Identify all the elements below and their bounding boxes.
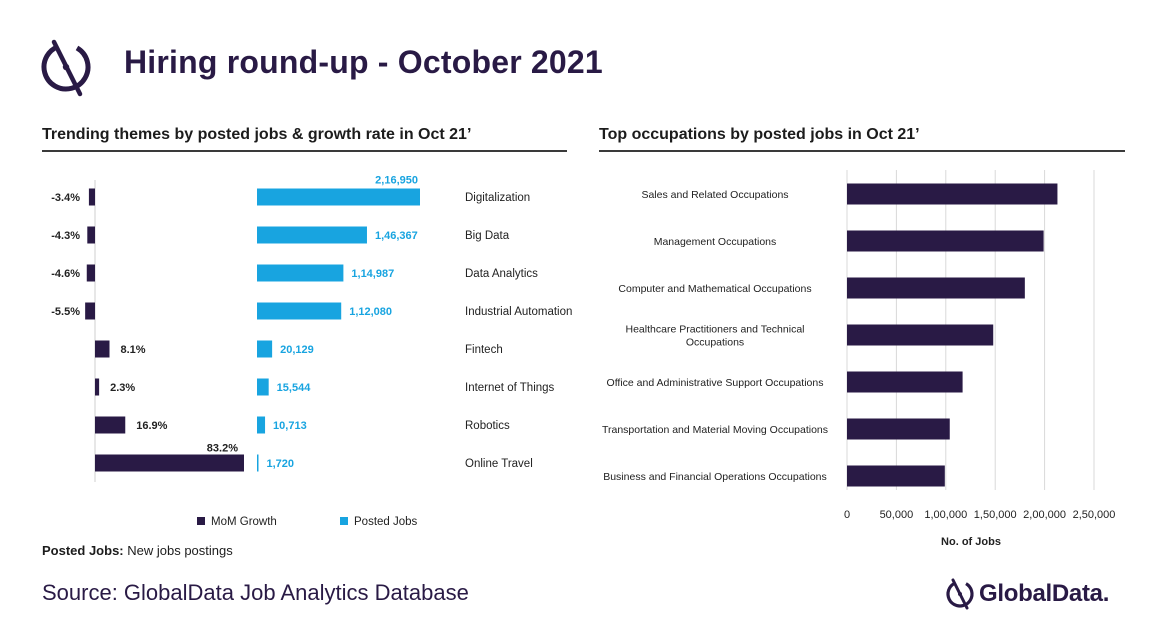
source-note: Source: GlobalData Job Analytics Databas… [42,580,469,605]
legend-mom-swatch [197,517,205,525]
posted-jobs-label: 1,720 [267,458,295,470]
theme-category-label: Digitalization [465,192,530,204]
mom-growth-label: 2.3% [110,382,135,394]
footnote-text: New jobs postings [123,543,233,558]
left-title-underline [42,150,567,152]
occupation-label: Transportation and Material Moving Occup… [602,424,828,436]
right-chart-title: Top occupations by posted jobs in Oct 21… [599,126,920,143]
mom-growth-bar [86,264,95,282]
mom-growth-label: -3.4% [51,192,80,204]
mom-growth-label: -4.6% [51,268,80,280]
mom-growth-bar [95,416,126,434]
mom-growth-bar [87,226,95,244]
posted-jobs-label: 2,16,950 [375,175,418,187]
posted-jobs-bar [257,302,342,320]
globaldata-brand-icon [946,578,974,610]
occupation-label: Office and Administrative Support Occupa… [607,377,824,389]
posted-jobs-bar [257,454,259,472]
mom-growth-label: -4.3% [51,230,80,242]
occupation-label: Computer and Mathematical Occupations [618,283,811,295]
theme-category-label: Fintech [465,344,503,356]
brand-name: GlobalData. [979,580,1110,607]
left-chart-title: Trending themes by posted jobs & growth … [42,126,472,143]
posted-jobs-label: 1,46,367 [375,230,418,242]
posted-jobs-footnote: Posted Jobs: New jobs postings [42,543,233,558]
mom-growth-label: 16.9% [136,420,167,432]
x-tick-label: 50,000 [880,509,914,521]
x-axis-title: No. of Jobs [941,536,1001,548]
posted-jobs-label: 10,713 [273,420,307,432]
mom-growth-bar [88,188,95,206]
posted-jobs-bar [257,188,420,206]
page-title: Hiring round-up - October 2021 [124,44,603,80]
occupation-label: Sales and Related Occupations [641,189,788,201]
mom-growth-bar [95,340,110,358]
posted-jobs-bar [257,264,344,282]
theme-category-label: Internet of Things [465,382,555,394]
posted-jobs-label: 20,129 [280,344,314,356]
x-tick-label: 0 [844,509,850,521]
theme-category-label: Data Analytics [465,268,538,280]
mom-growth-bar [95,454,244,472]
footnote-label: Posted Jobs: [42,543,124,558]
x-tick-label: 2,50,000 [1073,509,1116,521]
legend-posted-label: Posted Jobs [354,516,418,528]
mom-growth-bar [95,378,100,396]
legend-posted-swatch [340,517,348,525]
occupation-bar [847,277,1025,299]
theme-category-label: Industrial Automation [465,306,572,318]
x-tick-label: 1,50,000 [974,509,1017,521]
mom-growth-label: 83.2% [207,443,238,455]
posted-jobs-label: 15,544 [277,382,312,394]
occupation-bar [847,371,963,393]
legend-mom-label: MoM Growth [211,516,277,528]
occupation-bar [847,324,994,346]
posted-jobs-label: 1,14,987 [351,268,394,280]
right-title-underline [599,150,1125,152]
globaldata-logo-icon [41,39,91,97]
theme-category-label: Online Travel [465,458,533,470]
occupation-bar [847,230,1044,252]
mom-growth-bar [85,302,95,320]
occupation-label: Healthcare Practitioners and Technical Oc… [626,324,805,349]
occupation-bar [847,183,1058,205]
mom-growth-label: 8.1% [121,344,146,356]
posted-jobs-label: 1,12,080 [349,306,392,318]
x-tick-label: 1,00,000 [924,509,967,521]
trending-themes-chart: -3.4% 2,16,950 Digitalization -4.3% 1,46,367… [51,175,572,529]
theme-category-label: Robotics [465,420,510,432]
posted-jobs-bar [257,226,367,244]
occupation-bar [847,465,945,487]
mom-growth-label: -5.5% [51,306,80,318]
posted-jobs-bar [257,416,266,434]
theme-category-label: Big Data [465,230,510,242]
top-occupations-chart: 0 50,000 1,00,000 1,50,000 2,00,000 2,50,000 S… [602,170,1116,548]
occupation-label: Business and Financial Operations Occupa… [603,471,827,483]
occupation-label: Management Occupations [654,236,777,248]
occupation-bar [847,418,950,440]
x-tick-label: 2,00,000 [1023,509,1066,521]
posted-jobs-bar [257,340,273,358]
posted-jobs-bar [257,378,269,396]
